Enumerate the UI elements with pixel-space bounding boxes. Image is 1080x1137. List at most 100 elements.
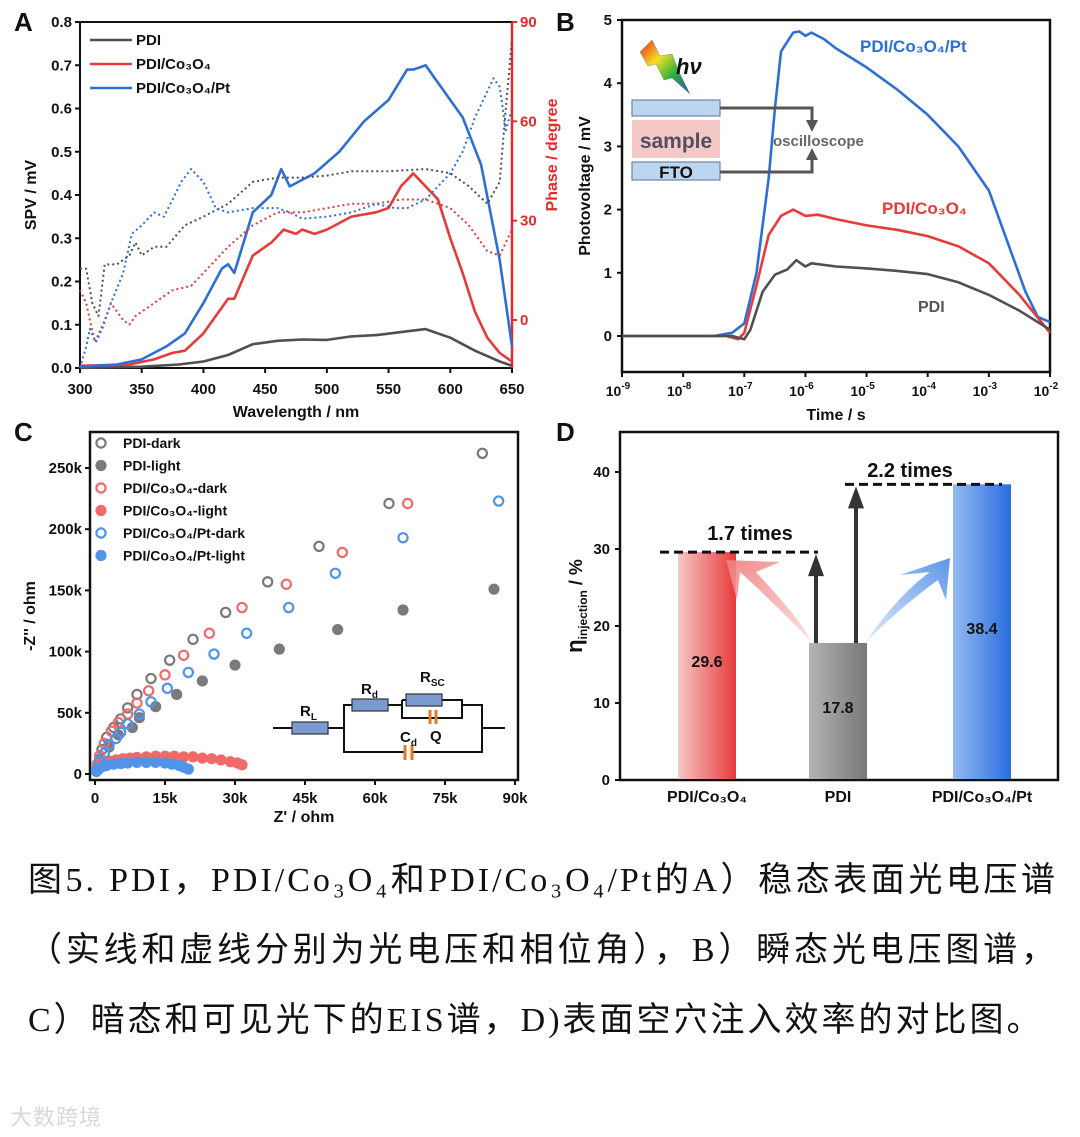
label-rl: RL bbox=[300, 703, 317, 723]
y-tick-label: 100k bbox=[49, 644, 83, 661]
data-point bbox=[133, 708, 146, 720]
legend-label: PDI/Co₃O₄-dark bbox=[123, 480, 227, 496]
data-point bbox=[282, 601, 295, 614]
spv-line-pdi bbox=[79, 327, 513, 370]
data-point bbox=[121, 702, 134, 714]
label-rsc: RSC bbox=[420, 669, 445, 689]
data-point bbox=[121, 718, 134, 730]
tick-base: 10 bbox=[1034, 383, 1050, 399]
legend-label: PDI-dark bbox=[123, 435, 181, 451]
fto-label: FTO bbox=[659, 163, 693, 182]
x-tick-label: 10-8 bbox=[667, 381, 692, 399]
y-tick-label: 0.7 bbox=[51, 57, 72, 74]
data-point bbox=[401, 497, 414, 510]
data-point bbox=[103, 738, 115, 751]
x-tick-label: 650 bbox=[499, 381, 524, 398]
y-tick-label: 40 bbox=[593, 464, 610, 481]
x-tick-label: 500 bbox=[314, 381, 339, 398]
arrow-down-icon bbox=[806, 120, 818, 132]
curved-arrow-red bbox=[726, 560, 812, 642]
y-tick-label: 200k bbox=[49, 521, 83, 538]
y-tick-label: 250k bbox=[49, 460, 83, 477]
lightning-icon bbox=[639, 39, 691, 95]
tick-exponent: -3 bbox=[988, 381, 997, 392]
capacitor-q bbox=[428, 710, 438, 724]
data-point bbox=[196, 675, 208, 687]
ratio-label-pt: 2.2 times bbox=[867, 460, 953, 482]
tick-exponent: -6 bbox=[805, 381, 814, 392]
sample-label: sample bbox=[640, 130, 712, 153]
panel-label-b: B bbox=[556, 7, 575, 37]
x-tick-label: 75k bbox=[432, 790, 458, 807]
circuit-subscript: d bbox=[411, 738, 417, 749]
circuit-symbol: C bbox=[400, 729, 411, 746]
bar-value-label: 29.6 bbox=[691, 654, 722, 671]
x-tick-label: 10-9 bbox=[606, 381, 631, 399]
phase-line-co3o4 bbox=[79, 198, 513, 344]
y-tick-label: 2 bbox=[604, 202, 612, 219]
data-point bbox=[171, 688, 183, 701]
eta-symbol: η bbox=[562, 639, 587, 652]
x-axis-label: Time / s bbox=[806, 407, 865, 424]
plot-frame bbox=[620, 18, 1052, 374]
panel-c: C 0 50k 100k 150k 200k 250k 0 15k 30k 45k 60k 75k 90k… bbox=[14, 417, 528, 826]
data-point bbox=[206, 753, 218, 765]
tick-exponent: -5 bbox=[866, 381, 875, 392]
legend-marker bbox=[95, 482, 107, 494]
x-tick-label: 350 bbox=[129, 381, 154, 398]
data-point bbox=[163, 654, 176, 666]
data-point bbox=[236, 601, 248, 614]
x-tick-label: 10-4 bbox=[911, 381, 936, 399]
x-tick-label: 0 bbox=[91, 790, 99, 807]
spv-line-pt bbox=[79, 64, 514, 368]
y-axis-label: -Z'' / ohm bbox=[22, 581, 39, 651]
data-point bbox=[187, 633, 199, 646]
y2-tick-label: 60 bbox=[520, 113, 537, 130]
watermark: 大数跨境 bbox=[10, 1106, 103, 1131]
panel-label-c: C bbox=[14, 417, 33, 447]
circuit-subscript: SC bbox=[431, 678, 445, 689]
data-point bbox=[215, 754, 227, 766]
wire-bottom bbox=[720, 156, 814, 174]
oscilloscope-label: oscilloscope bbox=[773, 133, 864, 150]
x-tick-label: 45k bbox=[292, 790, 318, 807]
y2-tick-label: 30 bbox=[520, 213, 537, 230]
legend-marker bbox=[95, 437, 107, 449]
data-point bbox=[187, 751, 199, 763]
data-point bbox=[121, 708, 134, 720]
legend-marker bbox=[95, 549, 107, 562]
wire-top bbox=[720, 106, 814, 124]
hv-label: hν bbox=[676, 54, 702, 79]
tick-base: 10 bbox=[911, 383, 927, 399]
x-axis-label: Wavelength / nm bbox=[233, 404, 360, 421]
capacitor-cd bbox=[403, 745, 414, 760]
data-point bbox=[492, 495, 505, 507]
bar-pt bbox=[953, 484, 1011, 779]
data-point bbox=[182, 666, 195, 679]
data-point bbox=[261, 576, 274, 588]
spv-line-co3o4 bbox=[79, 172, 513, 368]
y-tick-label: 0 bbox=[604, 328, 612, 345]
resistor-rd bbox=[351, 698, 389, 712]
y-tick-label: 20 bbox=[593, 618, 610, 635]
data-point bbox=[159, 669, 171, 681]
tick-base: 10 bbox=[850, 383, 866, 399]
ylabel-unit: / % bbox=[566, 559, 586, 590]
x-axis-label: Z' / ohm bbox=[274, 809, 335, 826]
x-tick-label: 300 bbox=[67, 381, 92, 398]
y-tick-label: 30 bbox=[593, 541, 610, 558]
y-tick-label: 0 bbox=[602, 772, 610, 789]
data-point bbox=[229, 659, 241, 671]
panel-label-d: D bbox=[556, 417, 575, 447]
resistor-rl bbox=[291, 721, 329, 735]
y-axis-label: SPV / mV bbox=[23, 160, 40, 231]
phase-line-pdi bbox=[80, 39, 513, 317]
category-label: PDI bbox=[825, 789, 852, 806]
data-point bbox=[114, 726, 127, 739]
curve-label-co3o4: PDI/Co₃O₄ bbox=[882, 199, 967, 218]
tick-exponent: -7 bbox=[744, 381, 753, 392]
tick-exponent: -8 bbox=[682, 381, 691, 392]
tick-base: 10 bbox=[973, 383, 989, 399]
legend-marker bbox=[95, 459, 107, 472]
